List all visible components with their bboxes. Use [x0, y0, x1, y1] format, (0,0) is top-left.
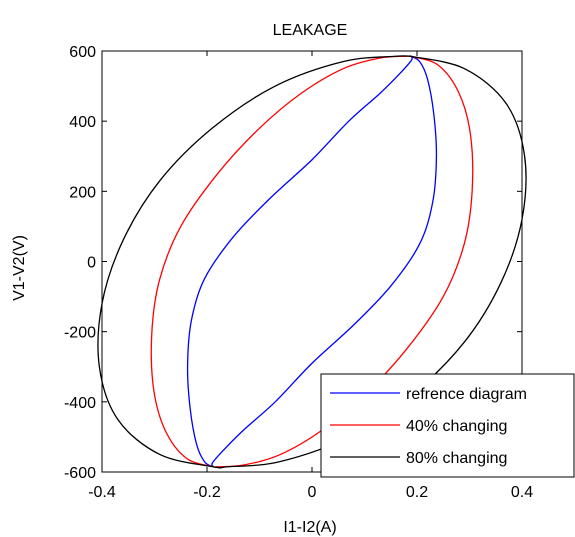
x-tick-label: 0.2 [406, 484, 428, 501]
chart-title: LEAKAGE [273, 22, 348, 39]
legend-entry-label: 80% changing [406, 450, 507, 467]
legend-entry-label: 40% changing [406, 418, 507, 435]
x-tick-label: 0 [308, 484, 317, 501]
y-tick-label: -200 [64, 325, 96, 342]
y-tick-label: 200 [69, 184, 96, 201]
y-axis-label: V1-V2(V) [11, 235, 28, 301]
x-tick-label: -0.2 [193, 484, 221, 501]
x-axis-label: I1-I2(A) [283, 519, 336, 536]
y-tick-label: 0 [87, 255, 96, 272]
x-tick-label: 0.4 [511, 484, 533, 501]
series-layer [97, 54, 527, 469]
y-tick-label: -400 [64, 395, 96, 412]
y-tick-label: 600 [69, 44, 96, 61]
series-line-3 [97, 55, 527, 469]
legend: refrence diagram 40% changing 80% changing [320, 373, 575, 478]
y-tick-label: -600 [64, 465, 96, 482]
x-tick-label: -0.4 [88, 484, 116, 501]
legend-entry-label: refrence diagram [406, 386, 527, 403]
y-tick-label: 400 [69, 114, 96, 131]
